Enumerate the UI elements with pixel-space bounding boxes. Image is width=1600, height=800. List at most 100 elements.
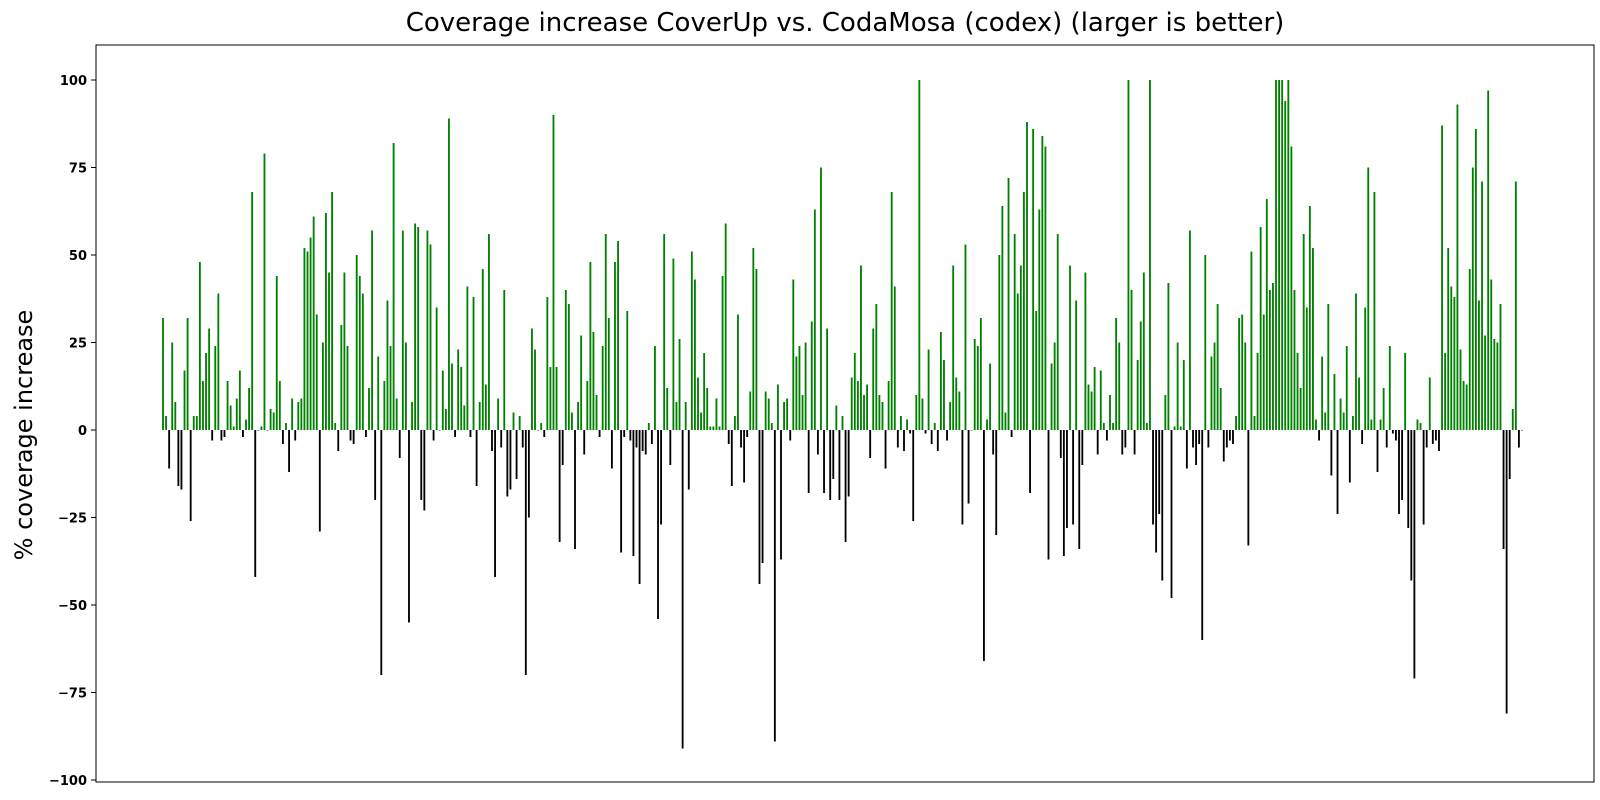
bar — [924, 430, 927, 434]
bar — [1330, 430, 1333, 476]
bar — [1422, 430, 1425, 525]
bar — [401, 230, 404, 430]
bar — [1038, 209, 1041, 430]
bar — [838, 430, 841, 500]
bar — [1518, 430, 1520, 448]
bar — [1232, 430, 1234, 444]
bar — [1241, 314, 1244, 430]
bar — [454, 430, 457, 437]
bar — [1342, 412, 1345, 430]
bar — [1127, 80, 1130, 430]
bar — [650, 430, 653, 444]
bar — [392, 143, 395, 430]
bar — [872, 328, 875, 430]
bar — [1438, 430, 1440, 451]
bar — [1130, 290, 1133, 430]
bar — [1041, 136, 1044, 430]
bar — [254, 430, 257, 577]
bar — [546, 297, 549, 430]
bar — [571, 412, 573, 430]
bar — [820, 167, 822, 430]
bar — [970, 430, 973, 431]
bar — [214, 346, 217, 430]
bar — [346, 346, 349, 430]
bar — [755, 269, 758, 430]
bar — [171, 342, 174, 430]
bar — [783, 402, 785, 430]
bar — [1256, 353, 1259, 430]
bar — [903, 430, 905, 451]
bar — [1281, 80, 1284, 430]
bar — [1299, 388, 1302, 430]
bar — [1416, 419, 1419, 430]
bar — [1505, 430, 1508, 714]
bar — [1305, 307, 1308, 430]
bar — [509, 430, 512, 490]
bar — [1195, 430, 1197, 465]
bar — [1133, 430, 1136, 455]
bar — [1213, 342, 1216, 430]
bar — [654, 346, 656, 430]
bar — [1336, 430, 1339, 514]
bar — [1152, 430, 1154, 525]
y-tick-label: 50 — [69, 249, 87, 264]
bar — [1109, 395, 1111, 430]
bar — [986, 419, 988, 430]
bar — [737, 314, 739, 430]
bar — [451, 363, 453, 430]
bar — [946, 430, 948, 441]
bar — [1284, 101, 1287, 430]
bar — [481, 269, 484, 430]
bar — [1379, 419, 1382, 430]
bar — [1361, 430, 1364, 444]
bar — [238, 370, 241, 430]
bar — [395, 398, 398, 430]
bar — [718, 426, 721, 430]
bar — [641, 430, 644, 451]
bar — [1139, 321, 1142, 430]
bar — [361, 293, 364, 430]
bar — [706, 388, 709, 430]
bar — [1253, 416, 1256, 430]
bar — [1244, 342, 1247, 430]
bar — [186, 318, 189, 430]
bar — [583, 430, 586, 455]
bar — [1201, 430, 1204, 640]
bar — [217, 293, 220, 430]
bar — [810, 321, 813, 430]
bar — [672, 258, 675, 430]
y-tick-label: −100 — [49, 774, 87, 789]
bar — [1333, 374, 1336, 430]
bar — [973, 339, 976, 430]
bar — [1032, 129, 1035, 430]
bar — [1324, 412, 1327, 430]
bar — [1268, 290, 1271, 430]
bar — [816, 430, 819, 455]
bar — [1462, 381, 1465, 430]
bar — [288, 430, 290, 472]
bar — [1069, 265, 1071, 430]
bar — [1511, 409, 1514, 430]
bar — [463, 405, 466, 430]
bar — [1225, 430, 1228, 448]
y-ticks-group: 100 75 50 25 0 −25 −50 −75 −100 — [49, 74, 96, 789]
bar — [285, 423, 287, 430]
bar — [235, 398, 238, 430]
bar — [863, 395, 865, 430]
bar — [165, 416, 167, 430]
bar — [1434, 430, 1437, 441]
bar — [1062, 430, 1065, 556]
bar — [1155, 430, 1158, 553]
bar — [1084, 272, 1087, 430]
bar — [577, 402, 579, 430]
bar — [420, 430, 423, 500]
bar — [168, 430, 171, 469]
bar — [712, 426, 715, 430]
bar — [601, 346, 604, 430]
bar — [1468, 269, 1471, 430]
bar — [1066, 430, 1068, 528]
bar — [1450, 286, 1453, 430]
bar — [979, 318, 982, 430]
bar — [358, 276, 361, 430]
bar — [444, 409, 447, 430]
